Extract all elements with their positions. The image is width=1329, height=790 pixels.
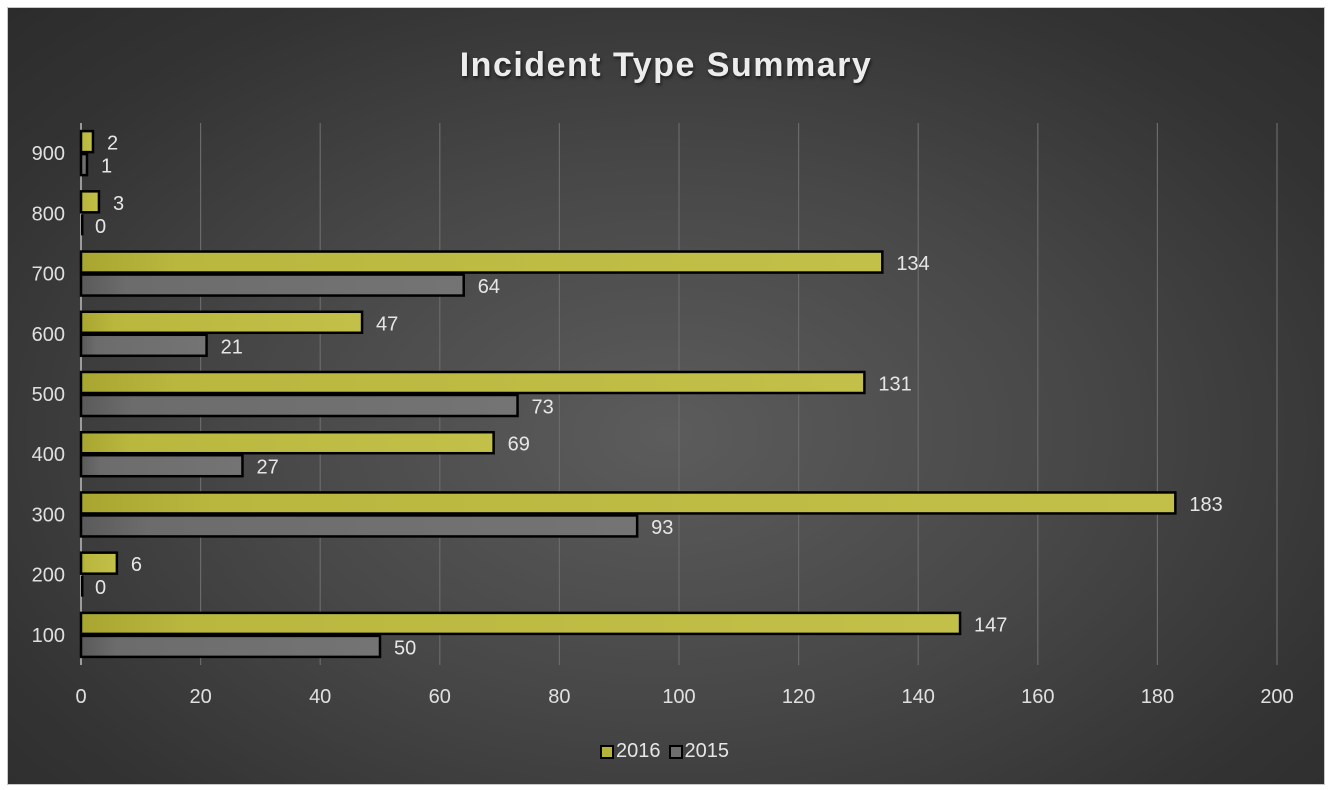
bar-2015	[79, 152, 89, 177]
legend-label-2016: 2016	[616, 740, 661, 762]
bar-2016	[79, 491, 1177, 515]
y-category-label: 500	[32, 384, 65, 406]
data-label-2015: 73	[532, 397, 554, 419]
y-category-label: 400	[32, 444, 65, 466]
x-tick-label: 180	[1141, 686, 1174, 708]
bar-2015	[81, 575, 84, 597]
bar-2016	[79, 310, 364, 335]
data-label-2016: 47	[376, 313, 398, 335]
legend: 2016 2015	[0, 740, 1329, 763]
bar-2015	[79, 634, 382, 659]
legend-label-2015: 2015	[684, 740, 730, 762]
y-category-label: 100	[32, 625, 65, 647]
bar-2015	[79, 333, 208, 358]
x-tick-label: 120	[782, 686, 815, 708]
y-category-label: 300	[32, 504, 65, 526]
x-tick-label: 40	[309, 686, 331, 708]
x-tick-label: 200	[1260, 686, 1293, 708]
data-label-2015: 1	[101, 156, 112, 178]
legend-item-2015: 2015	[668, 740, 730, 763]
legend-item-2016: 2016	[600, 740, 661, 763]
x-tick-label: 0	[75, 686, 86, 708]
y-category-label: 800	[32, 203, 65, 225]
data-label-2016: 3	[113, 193, 124, 215]
bar-2015	[79, 393, 519, 418]
bar-2016	[79, 551, 119, 575]
x-tick-label: 20	[189, 686, 211, 708]
data-label-2015: 64	[478, 276, 500, 298]
legend-swatch-2016	[600, 744, 614, 759]
data-label-2016: 69	[508, 434, 530, 456]
y-category-label: 200	[32, 565, 65, 587]
x-tick-label: 60	[429, 686, 451, 708]
x-tick-label: 80	[548, 686, 570, 708]
bar-2015	[81, 214, 84, 236]
data-label-2016: 183	[1189, 494, 1222, 516]
data-label-2015: 50	[394, 637, 416, 659]
data-label-2015: 93	[651, 517, 673, 539]
bar-2016	[79, 190, 101, 214]
bar-2015	[79, 273, 465, 297]
bar-2016	[79, 250, 884, 274]
data-label-2016: 147	[974, 614, 1007, 636]
bar-2015	[79, 453, 244, 478]
data-label-2016: 131	[878, 374, 911, 396]
bar-2016	[79, 611, 962, 636]
data-label-2015: 21	[221, 336, 243, 358]
y-category-label: 900	[32, 143, 65, 165]
bar-2016	[79, 129, 95, 154]
chart-title: Incident Type Summary	[459, 46, 873, 84]
bar-2015	[79, 514, 639, 538]
legend-swatch-2015	[668, 744, 683, 759]
bar-2016	[79, 370, 866, 395]
data-label-2016: 2	[107, 133, 118, 155]
data-label-2015: 0	[95, 216, 106, 238]
x-tick-label: 160	[1021, 686, 1054, 708]
y-category-label: 600	[32, 324, 65, 346]
data-label-2015: 27	[256, 457, 278, 479]
x-tick-label: 140	[902, 686, 935, 708]
x-tick-label: 100	[662, 686, 695, 708]
data-label-2016: 6	[131, 554, 142, 576]
bar-2016	[79, 430, 495, 455]
data-label-2015: 0	[95, 577, 106, 599]
y-category-label: 700	[32, 264, 65, 286]
data-label-2016: 134	[896, 253, 929, 275]
